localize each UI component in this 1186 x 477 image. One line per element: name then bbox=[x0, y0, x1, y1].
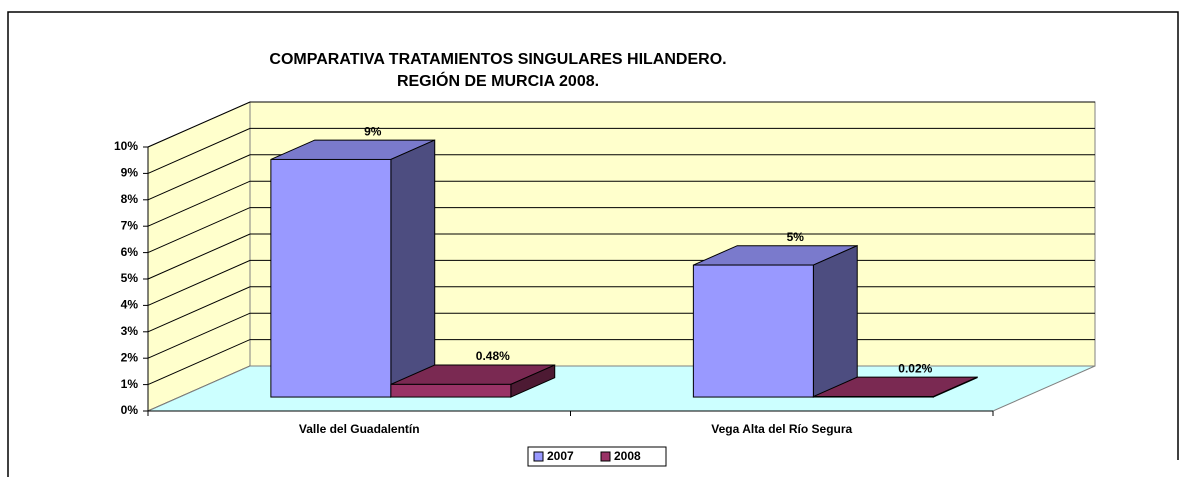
bar bbox=[692, 264, 814, 398]
grid-line bbox=[147, 127, 1095, 174]
legend-swatch bbox=[533, 451, 544, 462]
bar bbox=[390, 383, 512, 398]
bar-side bbox=[812, 244, 858, 398]
x-tick-label: Valle del Guadalentín bbox=[299, 422, 420, 436]
grid-line bbox=[147, 207, 1095, 254]
chart-title: REGIÓN DE MURCIA 2008. bbox=[397, 71, 599, 90]
y-tick-label: 7% bbox=[121, 218, 139, 232]
value-label: 5% bbox=[787, 230, 805, 244]
y-tick-label: 3% bbox=[121, 324, 139, 338]
bar bbox=[812, 396, 934, 398]
grid-line bbox=[147, 101, 1095, 148]
y-tick-label: 4% bbox=[121, 298, 139, 312]
grid-line bbox=[147, 180, 1095, 227]
y-tick-label: 9% bbox=[121, 166, 139, 180]
x-tick-label: Vega Alta del Río Segura bbox=[711, 422, 852, 436]
legend bbox=[527, 446, 667, 467]
value-label: 0.48% bbox=[476, 349, 510, 363]
legend-swatch bbox=[600, 451, 611, 462]
legend-label: 2008 bbox=[614, 449, 641, 463]
grid-line bbox=[147, 154, 1095, 201]
y-tick-label: 8% bbox=[121, 192, 139, 206]
y-tick-label: 0% bbox=[121, 403, 139, 417]
y-tick-label: 1% bbox=[121, 377, 139, 391]
y-tick-label: 10% bbox=[114, 139, 138, 153]
grid-line bbox=[147, 233, 1095, 280]
chart-title: COMPARATIVA TRATAMIENTOS SINGULARES HILA… bbox=[269, 51, 726, 68]
bar-side bbox=[390, 139, 436, 398]
value-label: 9% bbox=[364, 124, 382, 138]
y-tick-label: 2% bbox=[121, 350, 139, 364]
value-label: 0.02% bbox=[898, 361, 932, 375]
y-tick-label: 6% bbox=[121, 245, 139, 259]
bar bbox=[270, 158, 392, 398]
frame bbox=[7, 11, 1179, 477]
legend-label: 2007 bbox=[547, 449, 574, 463]
y-tick-label: 5% bbox=[121, 271, 139, 285]
